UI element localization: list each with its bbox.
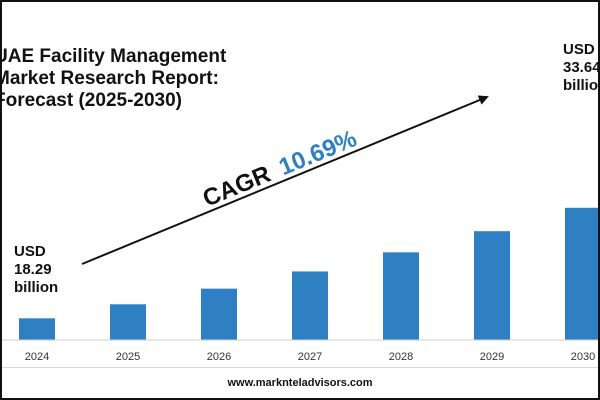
bar-2027: [292, 271, 328, 340]
start-value-line: USD: [14, 243, 46, 260]
bar-chart: 2024 2025 2026 2027 2028 2029 2030 CAGR 10.69%…: [2, 41, 598, 363]
start-value-line: 18.29: [14, 261, 52, 278]
end-value-label: USD 33.64 billion: [563, 41, 598, 94]
start-value-label: USD 18.29 billion: [14, 243, 58, 296]
bar-2024: [19, 318, 55, 340]
x-tick-label: 2027: [298, 351, 322, 363]
title-line: Forecast (2025-2030): [0, 90, 182, 111]
bar-2029: [474, 231, 510, 340]
end-value-line: billion: [563, 77, 598, 94]
title-line: UAE Facility Management: [0, 46, 227, 67]
start-value-line: billion: [14, 279, 58, 296]
cagr-value: 10.69%: [275, 125, 361, 181]
cagr-prefix: CAGR: [199, 161, 275, 213]
x-tick-label: 2029: [480, 351, 504, 363]
end-value-line: USD: [563, 41, 595, 58]
x-tick-label: 2030: [571, 351, 595, 363]
x-tick-label: 2026: [207, 351, 231, 363]
x-tick-label: 2025: [116, 351, 140, 363]
x-tick-label: 2024: [25, 351, 49, 363]
x-tick-label: 2028: [389, 351, 413, 363]
cagr-arrow: [81, 95, 489, 265]
bar-2030: [565, 207, 598, 340]
title-line: Market Research Report:: [0, 68, 219, 89]
bar-2025: [110, 304, 146, 340]
end-value-line: 33.64: [563, 59, 598, 76]
bar-2026: [201, 288, 237, 340]
cagr-label: CAGR 10.69%: [199, 125, 361, 212]
bar-2028: [383, 252, 419, 340]
chart-title: UAE Facility Management Market Research …: [0, 46, 254, 112]
source-footer: www.marknteladvisors.com: [2, 367, 598, 398]
